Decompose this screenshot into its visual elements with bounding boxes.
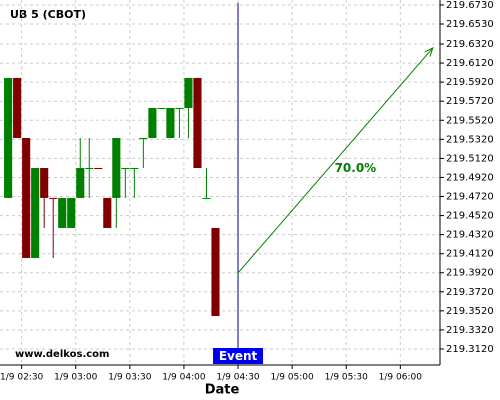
y-tick-label: 219.3520 xyxy=(446,306,494,317)
watermark: www.delkos.com xyxy=(15,349,109,360)
y-tick-label: 219.6120 xyxy=(446,58,494,69)
y-tick-label: 219.3320 xyxy=(446,325,494,336)
y-tick-label: 219.5320 xyxy=(446,134,494,145)
y-tick-label: 219.3120 xyxy=(446,344,494,355)
candle-body xyxy=(49,197,58,199)
y-tick-label: 219.5520 xyxy=(446,115,494,126)
candle-body xyxy=(4,77,13,198)
y-tick-label: 219.5120 xyxy=(446,153,494,164)
y-tick-label: 219.4720 xyxy=(446,192,494,203)
x-tick-label: 1/9 05:30 xyxy=(325,373,369,383)
x-tick-label: 1/9 04:30 xyxy=(216,373,260,383)
candle-body xyxy=(193,77,202,169)
y-tick-label: 219.4520 xyxy=(446,211,494,222)
candle-body xyxy=(31,168,40,258)
candle-body xyxy=(103,197,112,228)
event-label: Event xyxy=(219,349,258,363)
y-tick-label: 219.3720 xyxy=(446,287,494,298)
arrow-head xyxy=(424,46,434,57)
candle-body xyxy=(121,168,130,170)
y-tick-label: 219.6730 xyxy=(446,0,494,11)
x-tick-label: 1/9 02:30 xyxy=(0,373,44,383)
candle-body xyxy=(85,168,94,170)
candle-body xyxy=(211,227,220,317)
y-tick-label: 219.4320 xyxy=(446,230,494,241)
candle-body xyxy=(13,77,22,138)
candle-body xyxy=(175,107,184,109)
x-tick-label: 1/9 06:00 xyxy=(379,373,423,383)
candle-body xyxy=(40,168,49,198)
candle-body xyxy=(148,107,157,138)
y-tick-label: 219.3920 xyxy=(446,268,494,279)
y-tick-label: 219.5920 xyxy=(446,77,494,88)
y-tick-label: 219.5720 xyxy=(446,96,494,107)
candle-body xyxy=(130,168,139,170)
candle-body xyxy=(157,107,166,109)
candle-body xyxy=(94,168,103,170)
candle-body xyxy=(22,137,31,258)
event-box xyxy=(213,348,264,364)
y-tick-label: 219.6530 xyxy=(446,19,494,30)
x-axis-title: Date xyxy=(205,383,240,398)
x-tick-label: 1/9 05:00 xyxy=(270,373,314,383)
candle-body xyxy=(202,197,211,199)
x-tick-label: 1/9 04:00 xyxy=(162,373,206,383)
chart-title: UB 5 (CBOT) xyxy=(10,8,86,21)
candle-body xyxy=(67,197,76,228)
candle-body xyxy=(76,168,85,198)
projection-arrow xyxy=(237,47,434,274)
candle-body xyxy=(112,137,121,198)
candle-body xyxy=(184,77,193,108)
candle-body xyxy=(58,197,67,228)
y-tick-label: 219.4920 xyxy=(446,172,494,183)
candle-body xyxy=(166,107,175,138)
projection-label: 70.0% xyxy=(335,161,377,175)
y-tick-label: 219.4120 xyxy=(446,249,494,260)
x-tick-label: 1/9 03:00 xyxy=(54,373,98,383)
x-tick-label: 1/9 03:30 xyxy=(108,373,152,383)
y-tick-label: 219.6320 xyxy=(446,39,494,50)
candle-body xyxy=(139,137,148,139)
